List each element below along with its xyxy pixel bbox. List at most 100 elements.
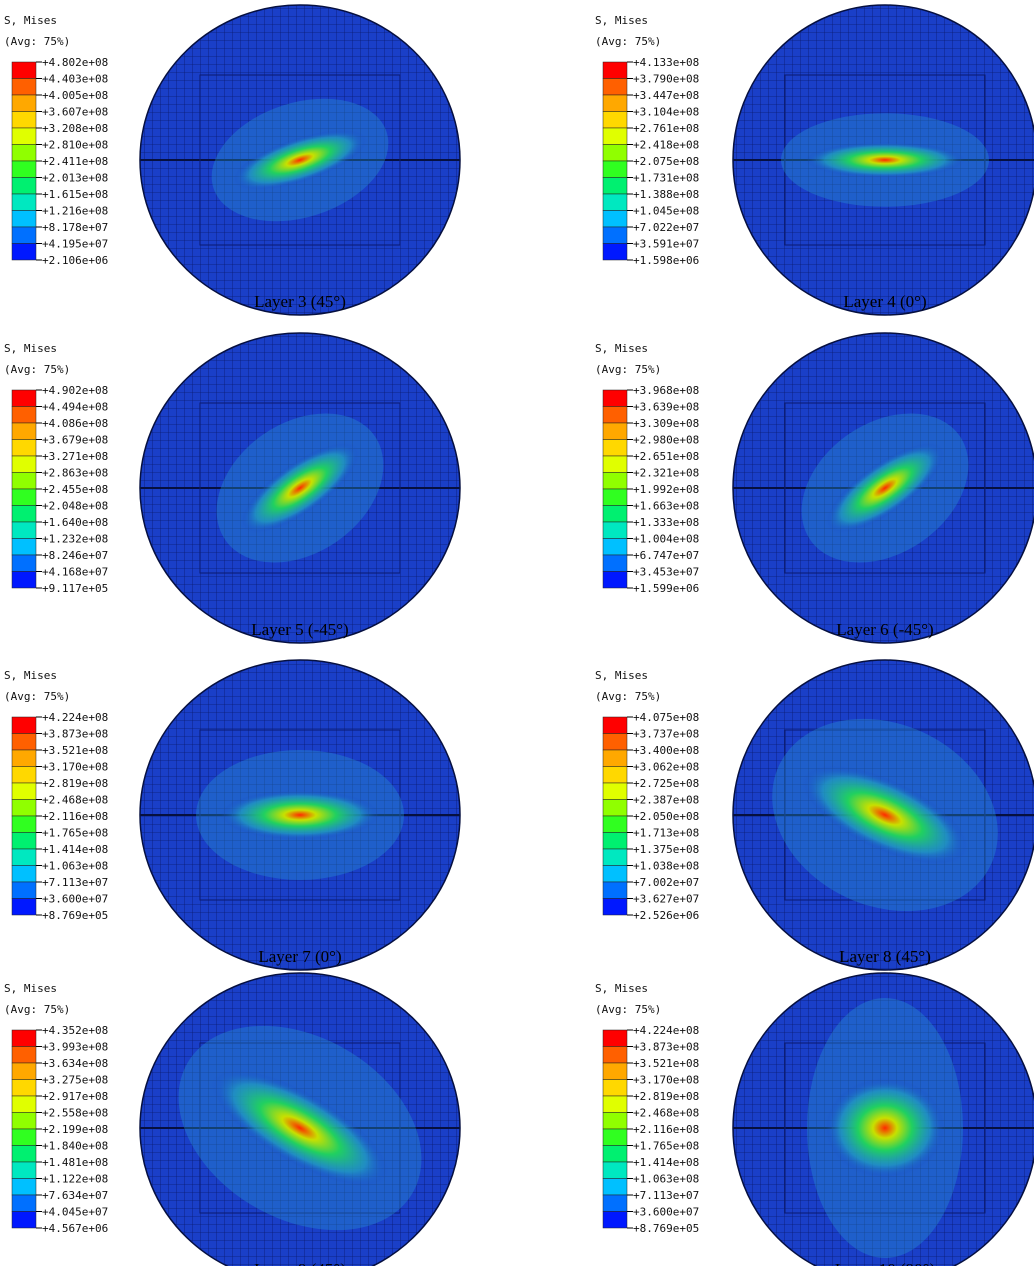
legend-swatch bbox=[12, 539, 36, 556]
legend-swatch bbox=[603, 717, 627, 734]
legend-label: +3.639e+08 bbox=[633, 401, 699, 414]
legend-swatch bbox=[12, 816, 36, 833]
legend-label: +4.802e+08 bbox=[42, 56, 108, 69]
legend-label: +2.411e+08 bbox=[42, 155, 108, 168]
legend-swatch bbox=[603, 522, 627, 539]
legend-label: +2.199e+08 bbox=[42, 1123, 108, 1136]
contour-plot bbox=[733, 5, 1034, 315]
legend-swatch bbox=[603, 816, 627, 833]
legend-label: +2.863e+08 bbox=[42, 467, 108, 480]
caption: Layer 5 (-45°) bbox=[251, 620, 348, 639]
legend-swatch bbox=[603, 178, 627, 195]
legend-swatch bbox=[603, 734, 627, 751]
legend-label: +3.968e+08 bbox=[633, 384, 699, 397]
legend-swatch bbox=[12, 1113, 36, 1130]
legend-label: +8.769e+05 bbox=[42, 909, 108, 922]
legend-swatch bbox=[12, 899, 36, 916]
legend-label: +3.634e+08 bbox=[42, 1057, 108, 1070]
legend-swatch bbox=[12, 489, 36, 506]
legend-label: +1.122e+08 bbox=[42, 1173, 108, 1186]
legend-label: +8.178e+07 bbox=[42, 221, 108, 234]
legend-label: +8.246e+07 bbox=[42, 549, 108, 562]
legend-swatch bbox=[12, 1080, 36, 1097]
legend-label: +2.558e+08 bbox=[42, 1107, 108, 1120]
contour-plot bbox=[140, 5, 460, 315]
legend-label: +7.022e+07 bbox=[633, 221, 699, 234]
legend-swatch bbox=[603, 95, 627, 112]
stress-hotspot bbox=[805, 142, 965, 178]
legend-swatch bbox=[12, 750, 36, 767]
panel: S, Mises (Avg: 75%) +4.075e+08 +3.737e+08 +3… bbox=[595, 660, 1034, 970]
legend-label: +2.116e+08 bbox=[633, 1123, 699, 1136]
legend-label: +1.063e+08 bbox=[633, 1173, 699, 1186]
legend-swatch bbox=[603, 79, 627, 96]
legend-label: +1.038e+08 bbox=[633, 860, 699, 873]
legend-swatch bbox=[12, 145, 36, 162]
legend-subtitle: (Avg: 75%) bbox=[595, 690, 661, 703]
legend-label: +4.352e+08 bbox=[42, 1024, 108, 1037]
legend-label: +1.232e+08 bbox=[42, 533, 108, 546]
panel: S, Mises(Avg: 75%)+4.802e+08+4.403e+08+4… bbox=[4, 5, 460, 315]
legend-swatch bbox=[12, 800, 36, 817]
legend-swatch bbox=[12, 849, 36, 866]
legend-swatch bbox=[12, 1162, 36, 1179]
legend-label: +3.591e+07 bbox=[633, 238, 699, 251]
legend-label: +1.615e+08 bbox=[42, 188, 108, 201]
legend-label: +3.679e+08 bbox=[42, 434, 108, 447]
legend-label: +1.992e+08 bbox=[633, 483, 699, 496]
legend-swatch bbox=[12, 112, 36, 129]
legend-swatch bbox=[603, 1212, 627, 1229]
legend-swatch bbox=[12, 1096, 36, 1113]
legend-label: +2.725e+08 bbox=[633, 777, 699, 790]
legend-label: +4.133e+08 bbox=[633, 56, 699, 69]
legend-label: +7.634e+07 bbox=[42, 1189, 108, 1202]
panel: S, Mises(Avg: 75%)+4.352e+08+3.993e+08+3… bbox=[4, 973, 460, 1266]
legend-label: +1.004e+08 bbox=[633, 533, 699, 546]
legend-swatch bbox=[603, 1129, 627, 1146]
legend-swatch bbox=[603, 489, 627, 506]
panel: S, Mises(Avg: 75%)+4.224e+08+3.873e+08+3… bbox=[595, 973, 1034, 1266]
legend-label: +2.761e+08 bbox=[633, 122, 699, 135]
legend-label: +1.063e+08 bbox=[42, 860, 108, 873]
legend-label: +3.170e+08 bbox=[633, 1074, 699, 1087]
legend-swatch bbox=[603, 1080, 627, 1097]
legend-label: +2.116e+08 bbox=[42, 810, 108, 823]
legend-title: S, Mises bbox=[595, 14, 648, 27]
legend-label: +1.765e+08 bbox=[633, 1140, 699, 1153]
legend-label: +4.086e+08 bbox=[42, 417, 108, 430]
legend-swatch bbox=[603, 1179, 627, 1196]
legend-label: +2.050e+08 bbox=[633, 810, 699, 823]
legend-label: +4.075e+08 bbox=[633, 711, 699, 724]
legend-label: +1.216e+08 bbox=[42, 205, 108, 218]
legend-title: S, Mises bbox=[595, 982, 648, 995]
legend-swatch bbox=[12, 522, 36, 539]
legend-swatch bbox=[12, 767, 36, 784]
legend-label: +1.333e+08 bbox=[633, 516, 699, 529]
legend-swatch bbox=[603, 145, 627, 162]
legend-label: +1.640e+08 bbox=[42, 516, 108, 529]
contour-plot bbox=[140, 333, 460, 643]
legend-label: +6.747e+07 bbox=[633, 549, 699, 562]
legend-swatch bbox=[12, 1047, 36, 1064]
legend-swatch bbox=[603, 112, 627, 129]
legend-swatch bbox=[12, 390, 36, 407]
legend-swatch bbox=[603, 555, 627, 572]
legend-swatch bbox=[12, 506, 36, 523]
legend-swatch bbox=[12, 572, 36, 589]
legend-label: +3.737e+08 bbox=[633, 728, 699, 741]
legend-label: +3.400e+08 bbox=[633, 744, 699, 757]
legend-swatch bbox=[603, 407, 627, 424]
legend-swatch bbox=[603, 161, 627, 178]
legend-swatch bbox=[12, 1146, 36, 1163]
legend-title: S, Mises bbox=[4, 342, 57, 355]
legend-label: +1.713e+08 bbox=[633, 827, 699, 840]
legend-label: +8.769e+05 bbox=[633, 1222, 699, 1235]
legend-label: +4.567e+06 bbox=[42, 1222, 108, 1235]
legend-swatch bbox=[603, 1113, 627, 1130]
legend-label: +3.208e+08 bbox=[42, 122, 108, 135]
legend-label: +2.526e+06 bbox=[633, 909, 699, 922]
legend-title: S, Mises bbox=[595, 669, 648, 682]
legend-label: +2.321e+08 bbox=[633, 467, 699, 480]
legend-swatch bbox=[12, 211, 36, 228]
legend-subtitle: (Avg: 75%) bbox=[595, 1003, 661, 1016]
